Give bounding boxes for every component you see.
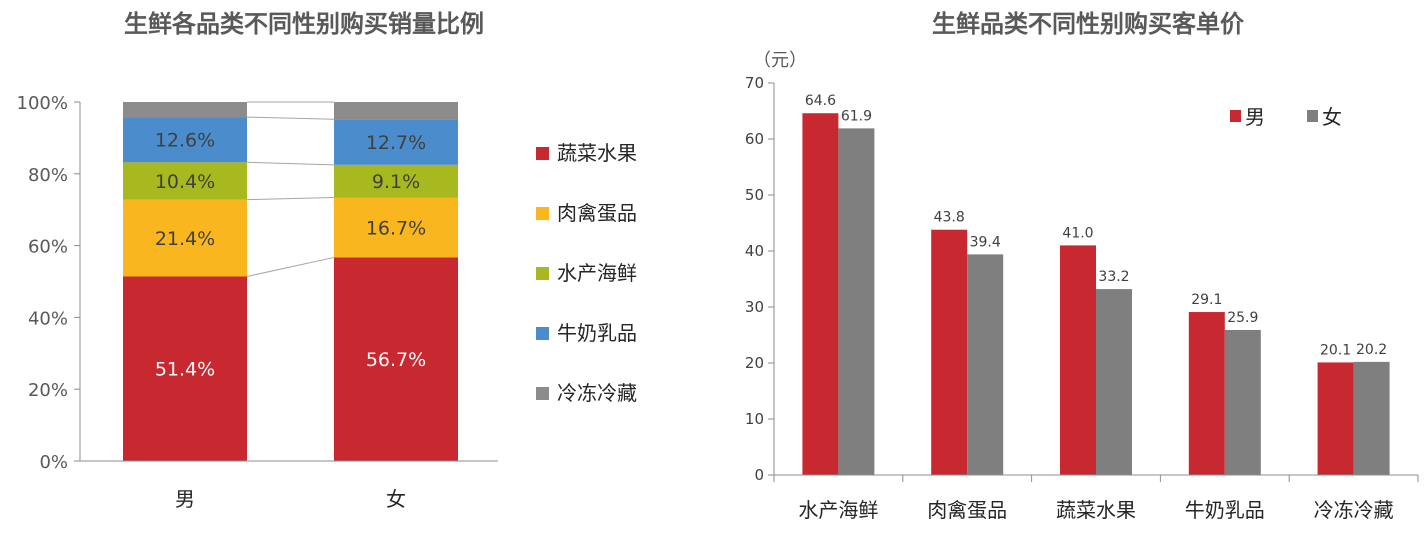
- y-tick-label: 40: [745, 242, 764, 260]
- bar-value-label: 33.2: [1098, 269, 1129, 285]
- unit-price-ylabel: （元）: [753, 50, 807, 71]
- y-tick-label: 70: [745, 74, 764, 92]
- y-tick-label: 10: [745, 410, 764, 428]
- legend-swatch: [536, 267, 549, 280]
- legend-swatch: [1307, 110, 1318, 122]
- bar-segment-label: 9.1%: [372, 171, 420, 193]
- bar-segment: [123, 117, 247, 163]
- y-tick-label: 80%: [28, 165, 68, 186]
- legend-swatch: [1230, 110, 1241, 122]
- bar-value-label: 64.6: [805, 93, 836, 109]
- unit-price-legend: 男女: [1230, 105, 1342, 129]
- bar-segment: [334, 164, 458, 198]
- bar-segment-label: 56.7%: [366, 349, 426, 371]
- bar-segment-label: 16.7%: [366, 217, 426, 239]
- bar-segment-label: 10.4%: [155, 171, 215, 193]
- legend-label: 女: [1322, 105, 1342, 129]
- bar-segment-label: 21.4%: [155, 228, 215, 250]
- series-connector-line: [246, 161, 335, 166]
- y-tick-label: 60%: [28, 237, 68, 258]
- series-connector-line: [246, 116, 335, 120]
- legend-swatch: [536, 147, 549, 160]
- legend-label: 肉禽蛋品: [557, 201, 637, 225]
- sales-ratio-chart: 生鲜各品类不同性别购买销量比例 51.4% 21.4% 10.4% 12.6% 56.7…: [17, 10, 637, 511]
- x-category-label: 蔬菜水果: [1056, 498, 1136, 522]
- bar: [802, 113, 839, 476]
- y-tick-label: 0: [754, 466, 764, 484]
- bar-segment: [334, 119, 458, 165]
- y-tick-label: 50: [745, 186, 764, 204]
- bar: [838, 128, 875, 476]
- bar-value-label: 20.1: [1320, 342, 1351, 358]
- series-connector-line: [246, 196, 335, 201]
- x-category-label: 男: [175, 487, 195, 511]
- series-connector-line: [246, 256, 335, 277]
- bar-value-label: 29.1: [1191, 292, 1222, 308]
- y-tick-label: 30: [745, 298, 764, 316]
- bar: [1317, 362, 1354, 475]
- y-tick-label: 100%: [17, 93, 68, 114]
- sales-ratio-title: 生鲜各品类不同性别购买销量比例: [124, 10, 484, 38]
- bar-segment: [123, 102, 247, 118]
- bar: [1353, 361, 1390, 475]
- y-tick-label: 20: [745, 354, 764, 372]
- bar-segment: [334, 197, 458, 258]
- bar-value-label: 39.4: [970, 234, 1001, 250]
- bar-segment-label: 12.6%: [155, 130, 215, 152]
- bar-segment-label: 12.7%: [366, 132, 426, 154]
- bar-value-label: 43.8: [934, 210, 965, 226]
- legend-label: 牛奶乳品: [557, 321, 637, 345]
- bar-segment: [334, 102, 458, 120]
- x-category-label: 肉禽蛋品: [927, 498, 1007, 522]
- x-category-label: 水产海鲜: [798, 498, 878, 522]
- bar-value-label: 25.9: [1227, 310, 1258, 326]
- unit-price-chart: 生鲜品类不同性别购买客单价 （元） 64.6 61.9 43.8 39.4 41.0 33…: [745, 10, 1419, 522]
- y-tick-label: 20%: [28, 380, 68, 401]
- y-tick-label: 60: [745, 130, 764, 148]
- bar-value-label: 20.2: [1356, 342, 1387, 358]
- bar: [1060, 245, 1096, 475]
- bar-segment: [123, 162, 247, 200]
- legend-swatch: [536, 387, 549, 400]
- legend-swatch: [536, 207, 549, 220]
- bar-value-label: 61.9: [841, 108, 872, 124]
- bar-segment: [123, 276, 247, 461]
- legend-label: 水产海鲜: [557, 261, 637, 285]
- bar: [1188, 312, 1225, 475]
- y-tick-label: 0%: [39, 452, 68, 473]
- x-category-label: 牛奶乳品: [1185, 498, 1265, 522]
- bar: [1096, 289, 1132, 475]
- unit-price-title: 生鲜品类不同性别购买客单价: [932, 10, 1245, 38]
- legend-label: 男: [1245, 105, 1265, 129]
- x-category-label: 冷冻冷藏: [1314, 498, 1394, 522]
- x-category-label: 女: [386, 487, 406, 511]
- bar-segment-label: 51.4%: [155, 359, 215, 381]
- bar: [931, 229, 968, 475]
- bar: [1224, 329, 1261, 475]
- y-tick-label: 40%: [28, 308, 68, 329]
- bar-value-label: 41.0: [1062, 225, 1093, 241]
- bar-segment: [334, 257, 458, 461]
- legend-label: 蔬菜水果: [557, 141, 637, 165]
- legend-swatch: [536, 327, 549, 340]
- bar-segment: [123, 199, 247, 277]
- legend-label: 冷冻冷藏: [557, 381, 637, 405]
- bar: [967, 254, 1004, 475]
